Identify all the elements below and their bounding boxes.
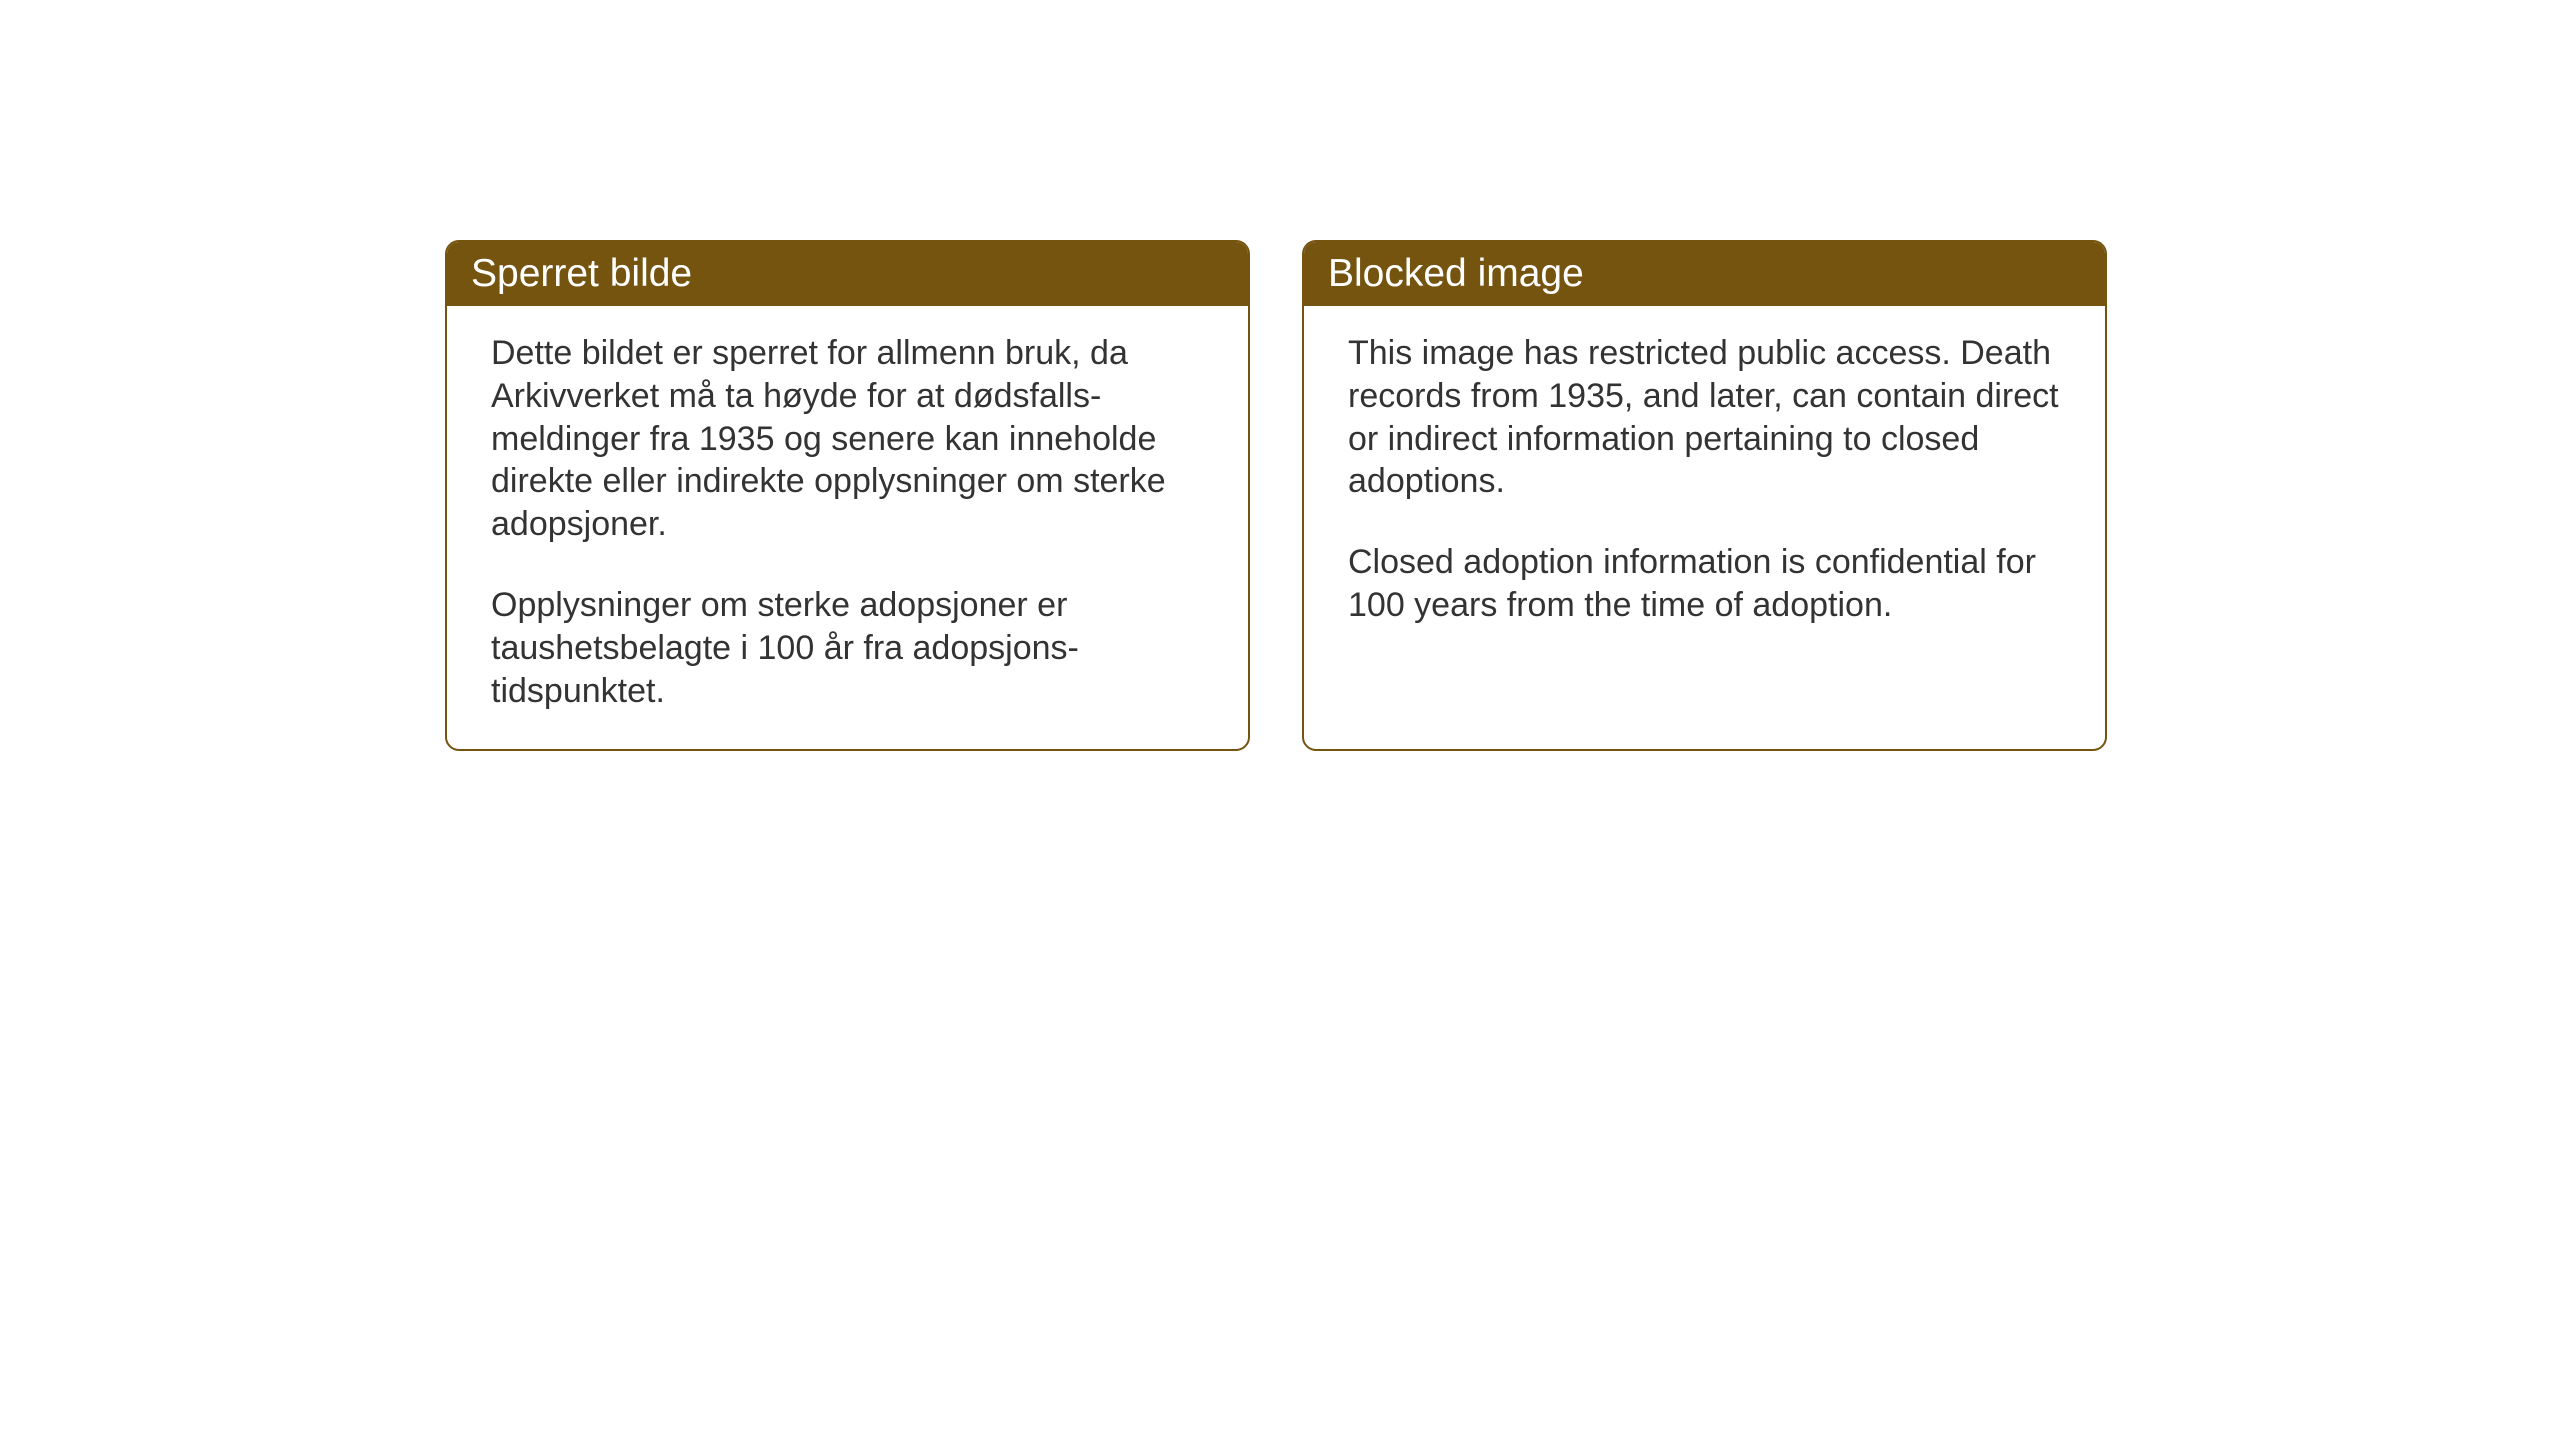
card-paragraph-1-english: This image has restricted public access.…	[1348, 332, 2061, 503]
card-paragraph-2-norwegian: Opplysninger om sterke adopsjoner er tau…	[491, 584, 1204, 712]
blocked-image-card-norwegian: Sperret bilde Dette bildet er sperret fo…	[445, 240, 1250, 751]
card-paragraph-1-norwegian: Dette bildet er sperret for allmenn bruk…	[491, 332, 1204, 546]
cards-container: Sperret bilde Dette bildet er sperret fo…	[0, 0, 2560, 751]
card-header-english: Blocked image	[1304, 242, 2105, 306]
blocked-image-card-english: Blocked image This image has restricted …	[1302, 240, 2107, 751]
card-header-norwegian: Sperret bilde	[447, 242, 1248, 306]
card-title-english: Blocked image	[1328, 252, 1584, 295]
card-title-norwegian: Sperret bilde	[471, 252, 692, 295]
card-body-english: This image has restricted public access.…	[1304, 306, 2105, 707]
card-body-norwegian: Dette bildet er sperret for allmenn bruk…	[447, 306, 1248, 749]
card-paragraph-2-english: Closed adoption information is confident…	[1348, 541, 2061, 627]
